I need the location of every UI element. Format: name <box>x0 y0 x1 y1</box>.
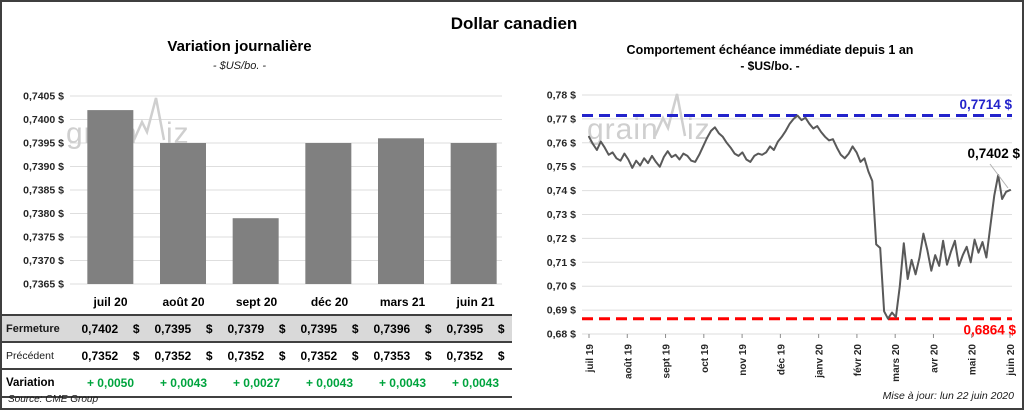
y-axis-tick-label: 0,72 $ <box>547 233 576 245</box>
y-axis-tick-label: 0,71 $ <box>547 257 576 269</box>
x-axis-tick-label: oct 19 <box>700 344 711 373</box>
close-value-cell: 0,7379 $ <box>220 315 293 343</box>
source-note: Source: CME Group <box>8 394 99 405</box>
grainwiz-zigzag-icon <box>653 93 687 137</box>
x-axis-tick-label: déc 19 <box>776 344 787 376</box>
y-axis-tick-label: 0,73 $ <box>547 209 576 221</box>
y-axis-tick-label: 0,7370 $ <box>23 255 64 267</box>
close-value-cell: 0,7395 $ <box>293 315 366 343</box>
var-value-cell: + 0,0043 <box>439 369 512 398</box>
table-row-months: juil 20 août 20 sept 20 déc 20 mars 21 juin 2… <box>2 290 512 316</box>
update-note: Mise à jour: lun 22 juin 2020 <box>882 390 1014 402</box>
grainwiz-watermark: iz <box>166 117 190 150</box>
x-axis-tick-label: sept 19 <box>662 344 673 379</box>
y-axis-tick-label: 0,7385 $ <box>23 185 64 197</box>
prev-value-cell: 0,7352 $ <box>293 342 366 370</box>
bar-déc 20 <box>305 143 352 284</box>
var-value-cell: + 0,0050 <box>74 369 147 398</box>
y-axis-tick-label: 0,7390 $ <box>23 161 64 173</box>
y-axis-tick-label: 0,68 $ <box>547 329 576 341</box>
row-label: Fermeture <box>2 315 74 343</box>
low-value-label: 0,6864 $ <box>963 323 1016 338</box>
y-axis-tick-label: 0,70 $ <box>547 281 576 293</box>
x-axis-tick-label: janv 20 <box>815 344 826 379</box>
summary-table: juil 20 août 20 sept 20 déc 20 mars 21 juin 2… <box>2 290 512 398</box>
bar-chart-subtitle: - $US/bo. - <box>212 60 267 72</box>
daily-variation-bar-chart: 0,7405 $ 0,7400 $ 0,7395 $ 0,7390 $ 0,7385 $… <box>23 91 502 291</box>
table-row-var: Variation + 0,0050 + 0,0043 + 0,0027 + 0,004… <box>2 369 512 398</box>
var-value-cell: + 0,0027 <box>220 369 293 398</box>
y-axis-tick-label: 0,75 $ <box>547 161 576 173</box>
y-axis-tick-label: 0,7405 $ <box>23 91 64 103</box>
month-header-cell: juil 20 <box>74 290 147 316</box>
x-axis-tick-label: mai 20 <box>968 344 979 376</box>
last-value-label: 0,7402 $ <box>967 146 1020 161</box>
prev-value-cell: 0,7353 $ <box>366 342 439 370</box>
row-label: Variation <box>2 369 74 398</box>
month-header-cell: août 20 <box>147 290 220 316</box>
bar-mars 21 <box>378 138 424 284</box>
label-leader-line <box>989 163 1009 189</box>
y-axis-tick-label: 0,7395 $ <box>23 138 64 150</box>
prev-value-cell: 0,7352 $ <box>220 342 293 370</box>
high-value-label: 0,7714 $ <box>959 97 1012 112</box>
month-header-cell: déc 20 <box>293 290 366 316</box>
grainwiz-watermark: iz <box>687 113 711 146</box>
bar-sept 20 <box>232 218 279 284</box>
y-axis-tick-label: 0,7380 $ <box>23 208 64 220</box>
line-chart-title: Comportement échéance immédiate depuis 1… <box>626 43 914 57</box>
prev-value-cell: 0,7352 $ <box>147 342 220 370</box>
var-value-cell: + 0,0043 <box>147 369 220 398</box>
close-value-cell: 0,7396 $ <box>366 315 439 343</box>
bar-août 20 <box>160 143 206 284</box>
bar-juil 20 <box>87 110 134 284</box>
x-axis-tick-label: avr 20 <box>929 344 940 373</box>
grainwiz-watermark: grain <box>587 113 659 146</box>
var-value-cell: + 0,0043 <box>293 369 366 398</box>
y-axis-tick-label: 0,7365 $ <box>23 279 64 291</box>
row-label: Précédent <box>2 342 74 370</box>
x-axis-tick-label: juin 20 <box>1006 344 1017 377</box>
y-axis-tick-label: 0,7400 $ <box>23 114 64 126</box>
grainwiz-zigzag-icon <box>132 97 166 141</box>
prev-value-cell: 0,7352 $ <box>439 342 512 370</box>
close-value-cell: 0,7402 $ <box>74 315 147 343</box>
price-line-series <box>588 114 1011 320</box>
x-axis-tick-label: févr 20 <box>853 344 864 377</box>
x-axis-tick-label: août 19 <box>623 344 634 379</box>
y-axis-tick-label: 0,74 $ <box>547 185 576 197</box>
var-value-cell: + 0,0043 <box>366 369 439 398</box>
month-header-cell: juin 21 <box>439 290 512 316</box>
y-axis-tick-label: 0,78 $ <box>547 90 576 102</box>
page-title: Dollar canadien <box>450 14 578 33</box>
month-header-cell: mars 21 <box>366 290 439 316</box>
x-axis-tick-label: mars 20 <box>891 344 902 382</box>
x-axis-tick-label: juil 19 <box>585 344 596 374</box>
y-axis-tick-label: 0,69 $ <box>547 305 576 317</box>
bar-chart-title: Variation journalière <box>167 38 312 55</box>
close-value-cell: 0,7395 $ <box>439 315 512 343</box>
month-header-cell: sept 20 <box>220 290 293 316</box>
y-axis-tick-label: 0,77 $ <box>547 113 576 125</box>
corner-cell <box>2 290 74 316</box>
line-chart-subtitle: - $US/bo. - <box>740 59 800 73</box>
table-row-close: Fermeture 0,7402 $0,7395 $0,7379 $0,7395 $0,7… <box>2 315 512 343</box>
one-year-line-chart: 0,78 $ 0,77 $ 0,76 $ 0,75 $ 0,74 $ 0,73 $ 0,72… <box>547 90 1021 382</box>
table-row-prev: Précédent 0,7352 $0,7352 $0,7352 $0,7352 $0,7… <box>2 342 512 370</box>
x-axis-tick-label: nov 19 <box>738 344 749 376</box>
close-value-cell: 0,7395 $ <box>147 315 220 343</box>
y-axis-tick-label: 0,76 $ <box>547 137 576 149</box>
prev-value-cell: 0,7352 $ <box>74 342 147 370</box>
bar-juin 21 <box>450 143 497 284</box>
y-axis-tick-label: 0,7375 $ <box>23 232 64 244</box>
